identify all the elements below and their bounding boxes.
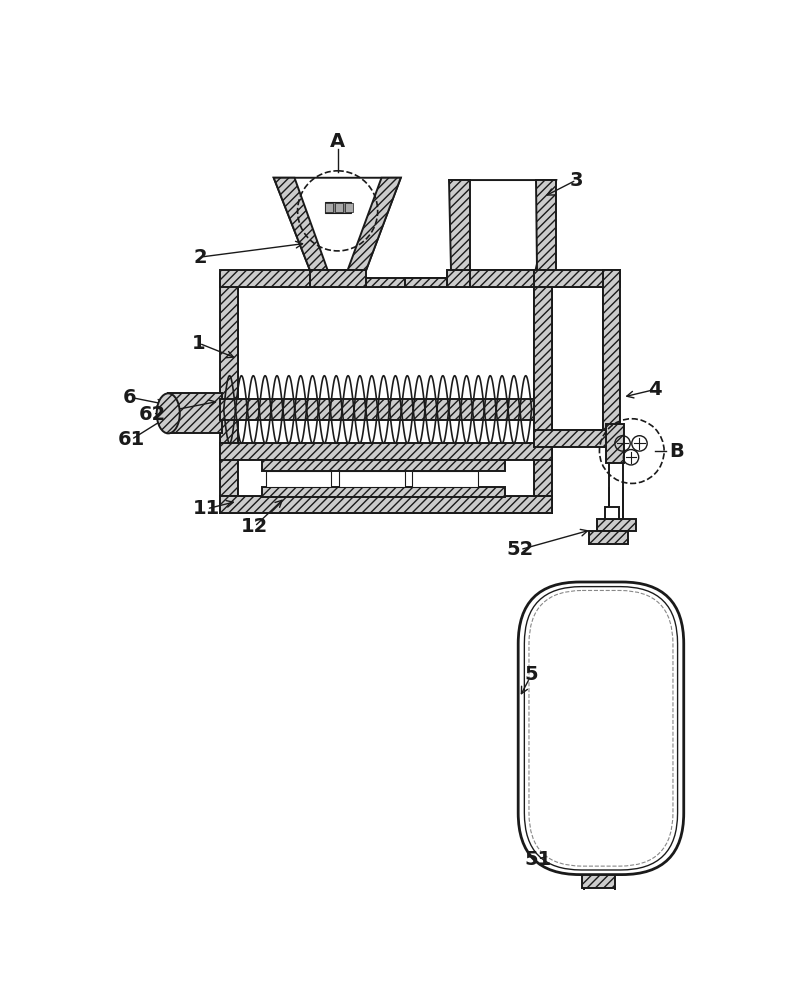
Bar [328, 278, 447, 287]
Bar [336, 203, 343, 212]
Text: 4: 4 [648, 380, 662, 399]
Polygon shape [449, 180, 556, 270]
Bar [266, 471, 332, 487]
Bar [220, 270, 328, 287]
Bar [404, 278, 447, 287]
Bar [339, 471, 404, 487]
Text: 11: 11 [193, 499, 221, 518]
Bar [447, 270, 552, 287]
FancyBboxPatch shape [524, 587, 678, 870]
FancyBboxPatch shape [529, 590, 673, 866]
Bar [237, 460, 534, 496]
Text: 2: 2 [194, 248, 207, 267]
Text: 6: 6 [123, 388, 136, 407]
Bar [237, 287, 534, 496]
Text: 62: 62 [139, 405, 166, 424]
Polygon shape [536, 180, 556, 270]
Bar [220, 443, 552, 460]
Bar [582, 875, 615, 888]
Bar [220, 496, 552, 513]
Text: 12: 12 [241, 517, 268, 536]
Polygon shape [273, 178, 328, 270]
Bar [325, 202, 351, 213]
Bar [589, 531, 628, 544]
Polygon shape [273, 178, 401, 270]
Bar [534, 270, 620, 287]
Bar [325, 203, 333, 212]
FancyBboxPatch shape [519, 582, 684, 875]
Bar [534, 430, 620, 447]
Bar [310, 270, 366, 287]
Polygon shape [449, 180, 470, 270]
Text: 52: 52 [507, 540, 533, 559]
Polygon shape [348, 178, 401, 270]
Bar [220, 274, 237, 513]
Bar [220, 496, 552, 513]
Text: A: A [330, 132, 345, 151]
Text: 61: 61 [117, 430, 145, 449]
Ellipse shape [157, 393, 180, 433]
Text: 5: 5 [525, 665, 538, 684]
Bar [412, 471, 478, 487]
Bar [345, 203, 353, 212]
Bar [606, 424, 624, 463]
Bar [168, 393, 222, 433]
Bar [262, 460, 505, 471]
Bar [220, 399, 534, 420]
Bar [534, 274, 552, 513]
Bar [470, 270, 537, 287]
Text: 3: 3 [570, 171, 583, 190]
Bar [604, 270, 620, 447]
Bar [597, 519, 636, 531]
Bar [262, 487, 505, 497]
Text: 1: 1 [192, 334, 206, 353]
Bar [605, 507, 619, 519]
Text: 51: 51 [524, 850, 552, 869]
Bar [552, 287, 604, 430]
Text: B: B [669, 442, 684, 461]
